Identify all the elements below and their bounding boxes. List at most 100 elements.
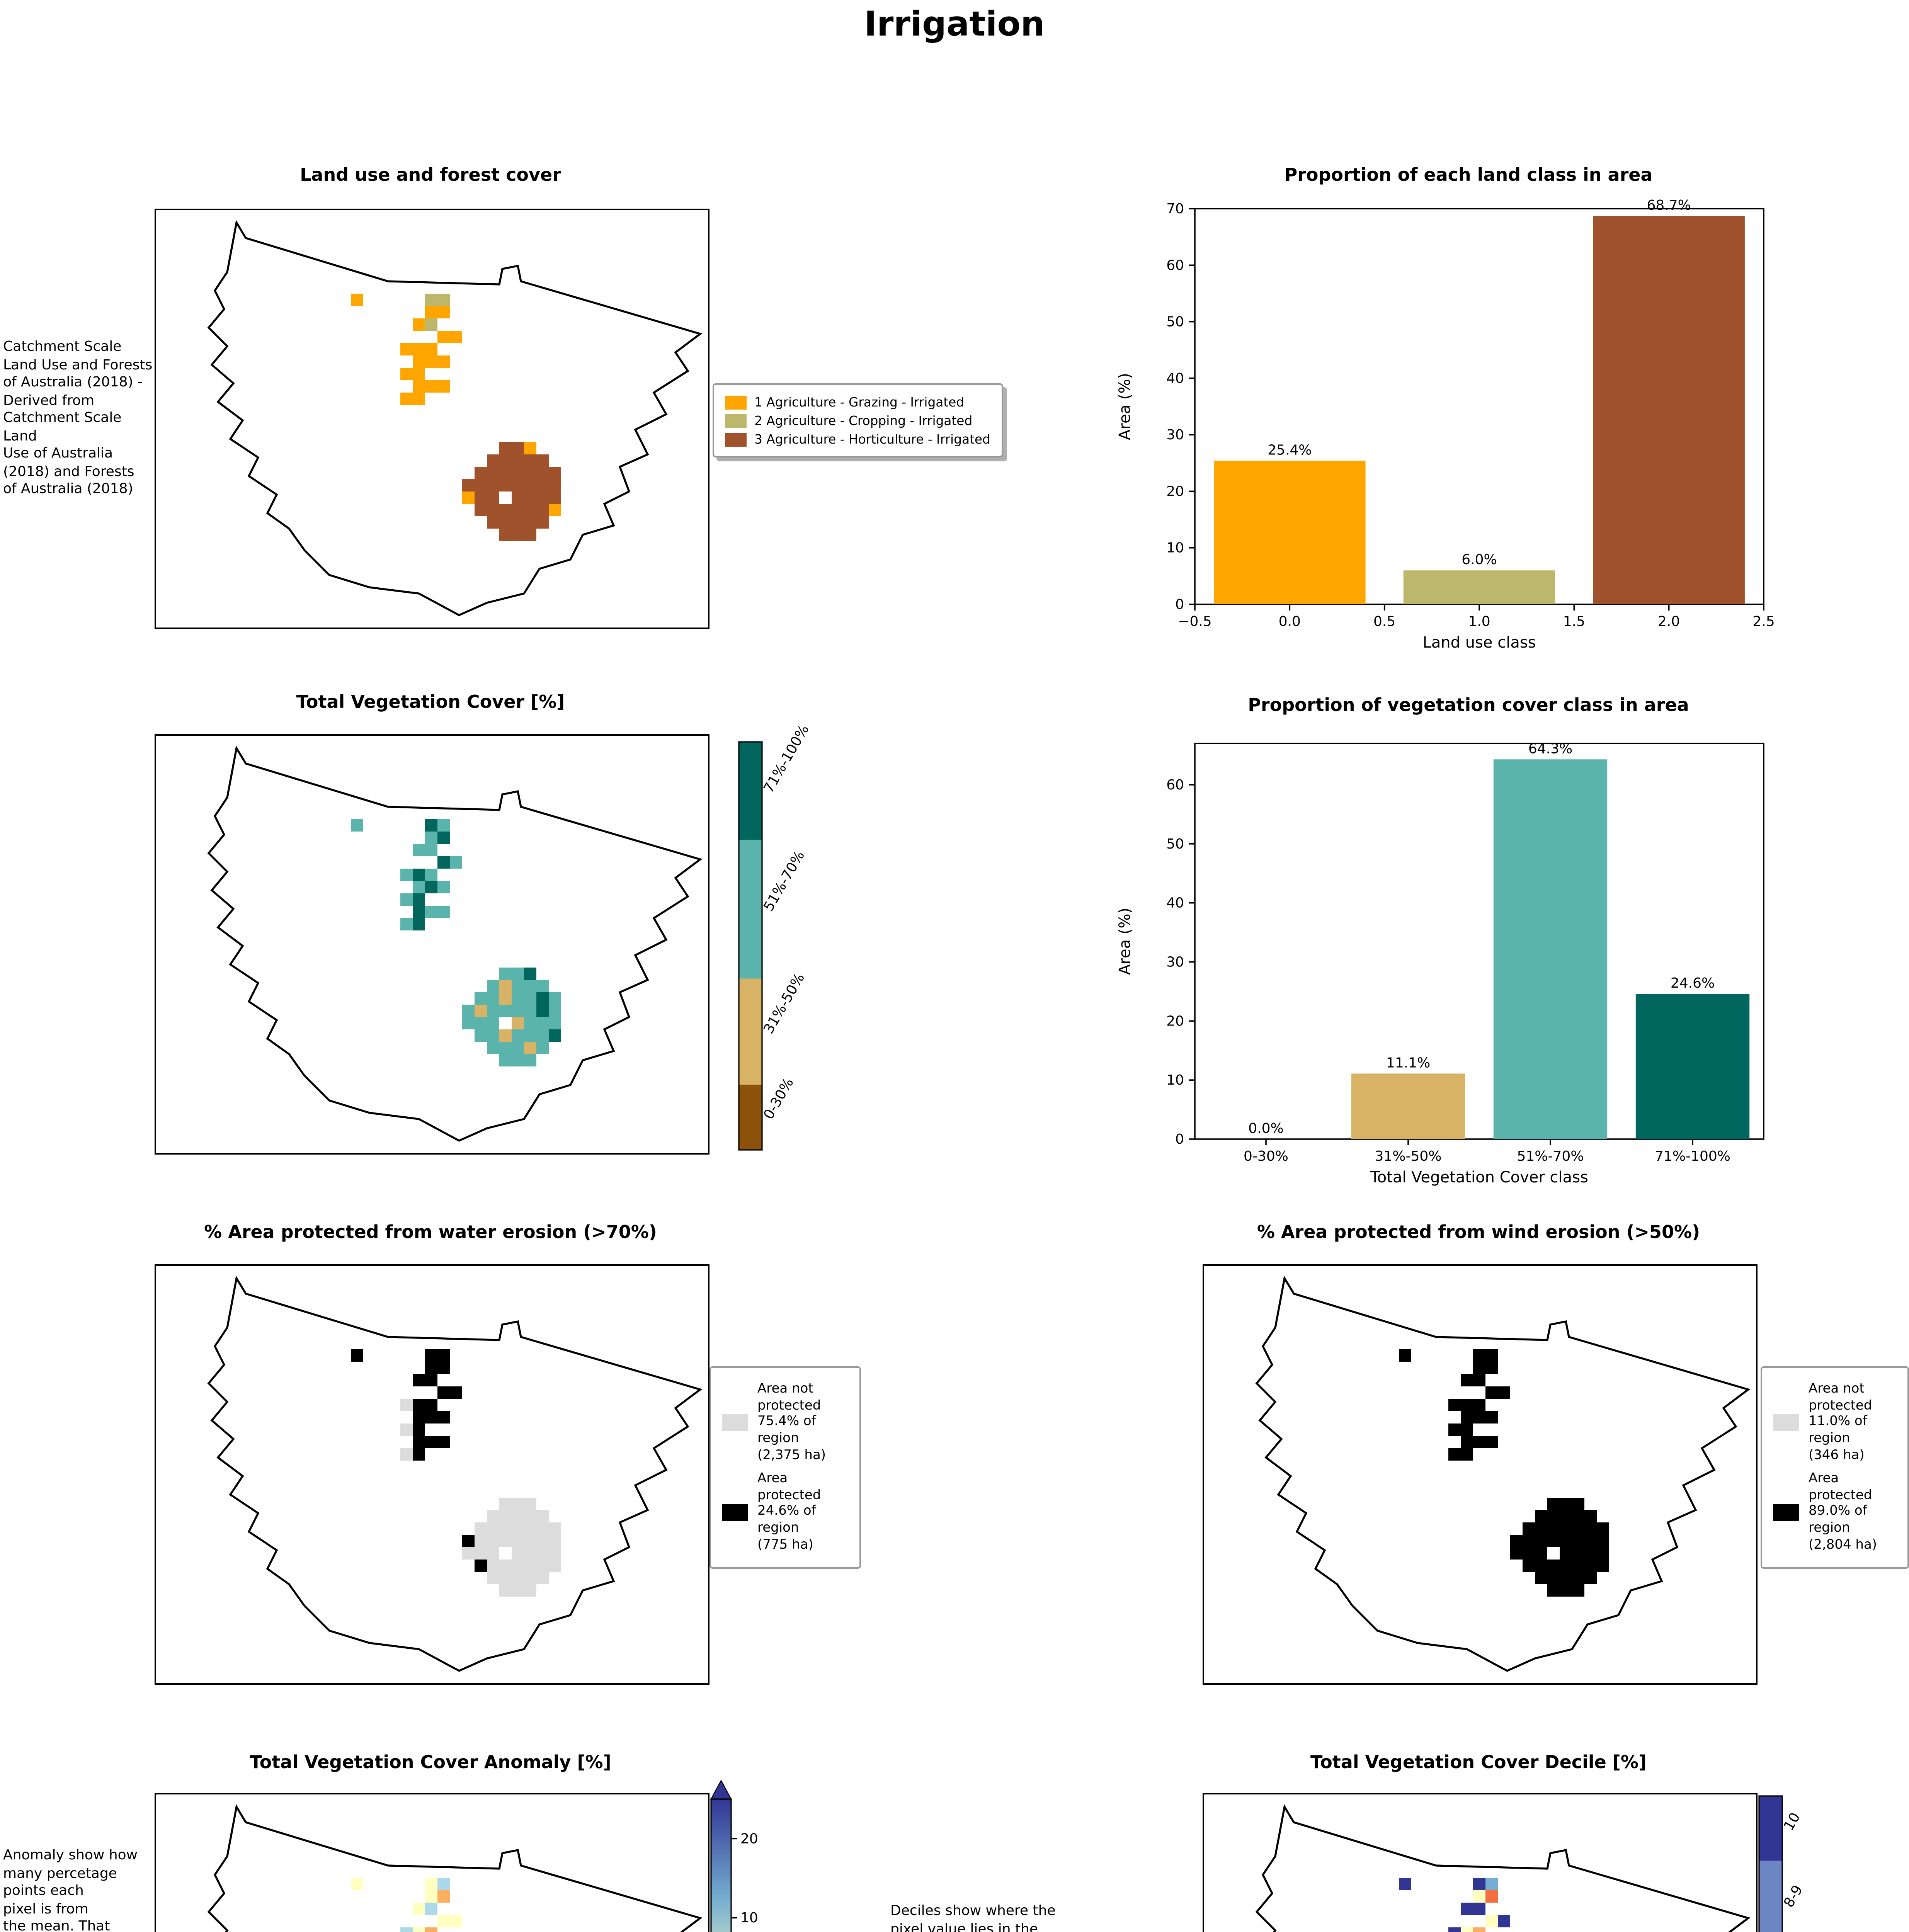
map-pixel: [1485, 1878, 1498, 1890]
x-tick-label: 0.0: [1279, 614, 1301, 629]
map-pixel: [1485, 1411, 1498, 1423]
map-pixel: [475, 1005, 487, 1017]
bar: [1493, 759, 1608, 1139]
bar: [1403, 570, 1555, 604]
map-pixel: [1473, 1374, 1485, 1386]
map-pixel: [1461, 1423, 1473, 1436]
map-pixel: [524, 442, 536, 454]
map-pixel: [512, 479, 524, 492]
map-pixel: [1498, 1386, 1510, 1399]
map-pixel: [487, 992, 499, 1005]
map-pixel: [1535, 1572, 1547, 1584]
map-pixel: [524, 479, 536, 492]
map-pixel: [536, 1522, 549, 1535]
map-pixel: [1523, 1547, 1535, 1560]
y-tick-label: 0: [1175, 597, 1184, 612]
map-pixel: [475, 1017, 487, 1029]
map-pixel: [1572, 1510, 1584, 1522]
map-pixel: [549, 1547, 561, 1560]
anomaly-map: [155, 1793, 709, 1932]
map-pixel: [536, 454, 549, 467]
map-pixel: [524, 980, 536, 992]
map-pixel: [512, 1054, 524, 1066]
map-pixel: [351, 1349, 363, 1362]
map-pixel: [487, 1572, 499, 1584]
map-pixel: [487, 492, 499, 504]
map-pixel: [1597, 1560, 1609, 1572]
map-pixel: [1473, 1890, 1485, 1903]
bar-value-label: 25.4%: [1268, 442, 1312, 458]
bar-value-label: 68.7%: [1647, 197, 1691, 213]
map-pixel: [425, 819, 437, 832]
map-pixel: [1535, 1522, 1547, 1535]
map-pixel: [512, 1584, 524, 1597]
colorbar-label: 8-9: [1781, 1883, 1806, 1910]
legend-swatch: [1773, 1414, 1799, 1432]
map-pixel: [524, 968, 536, 980]
map-pixel: [437, 1878, 450, 1890]
legend-label: Area not protected 11.0% of region (346 …: [1809, 1382, 1872, 1463]
decile-map-title: Total Vegetation Cover Decile [%]: [1310, 1751, 1647, 1773]
map-pixel: [512, 1560, 524, 1572]
map-pixel: [475, 479, 487, 492]
map-pixel: [1485, 1436, 1498, 1448]
y-tick-label: 0: [1175, 1131, 1184, 1147]
veg-cover-colorbar: 0-30% 31%-50% 51%-70% 71%-100%: [738, 722, 812, 1151]
map-pixel: [400, 343, 413, 355]
map-pixel: [487, 1005, 499, 1017]
map-pixel: [512, 1522, 524, 1535]
map-pixel: [1584, 1572, 1597, 1584]
map-pixel: [1523, 1535, 1535, 1547]
y-tick-label: 30: [1166, 954, 1184, 970]
map-pixel: [413, 1927, 425, 1932]
legend-label: Area protected 89.0% of region (2,804 ha…: [1809, 1471, 1877, 1553]
map-pixel: [499, 1522, 512, 1535]
map-pixel: [413, 1903, 425, 1915]
map-pixel: [1560, 1522, 1572, 1535]
map-pixel: [462, 1547, 475, 1560]
map-pixel: [425, 1374, 437, 1386]
map-pixel: [549, 504, 561, 516]
map-pixel: [450, 331, 462, 343]
map-pixel: [499, 467, 512, 479]
map-pixel: [499, 1054, 512, 1066]
catchment-boundary: [207, 1275, 703, 1672]
map-pixel: [400, 869, 413, 881]
map-pixel: [462, 479, 475, 492]
map-pixel: [351, 819, 363, 832]
map-pixel: [450, 1915, 462, 1927]
bar: [1214, 461, 1366, 604]
x-axis-label: Land use class: [1422, 634, 1536, 651]
map-pixel: [487, 467, 499, 479]
map-pixel: [425, 1927, 437, 1932]
veg-cover-map-title: Total Vegetation Cover [%]: [296, 691, 565, 713]
map-pixel: [425, 832, 437, 844]
map-pixel: [512, 1005, 524, 1017]
map-pixel: [1399, 1349, 1411, 1362]
map-pixel: [413, 368, 425, 380]
map-pixel: [437, 1915, 450, 1927]
colorbar-segment: [739, 978, 762, 1085]
map-pixel: [524, 1572, 536, 1584]
anomaly-map-title: Total Vegetation Cover Anomaly [%]: [250, 1751, 611, 1773]
map-pixel: [1473, 1436, 1485, 1448]
map-pixel: [549, 1005, 561, 1017]
map-pixel: [400, 1927, 413, 1932]
x-tick-label: 71%-100%: [1655, 1148, 1730, 1164]
map-pixel: [1523, 1522, 1535, 1535]
map-pixel: [536, 1005, 549, 1017]
map-pixel: [425, 869, 437, 881]
x-tick-label: 31%-50%: [1375, 1148, 1441, 1164]
map-pixel: [462, 1535, 475, 1547]
map-pixel: [512, 1017, 524, 1029]
map-pixel: [1597, 1547, 1609, 1560]
map-pixel: [413, 318, 425, 331]
map-pixel: [475, 1535, 487, 1547]
map-pixel: [512, 992, 524, 1005]
map-pixel: [462, 1017, 475, 1029]
map-pixel: [1448, 1423, 1461, 1436]
map-pixel: [413, 343, 425, 355]
map-pixel: [524, 1522, 536, 1535]
map-pixel: [512, 492, 524, 504]
x-tick-label: 2.5: [1752, 614, 1775, 629]
